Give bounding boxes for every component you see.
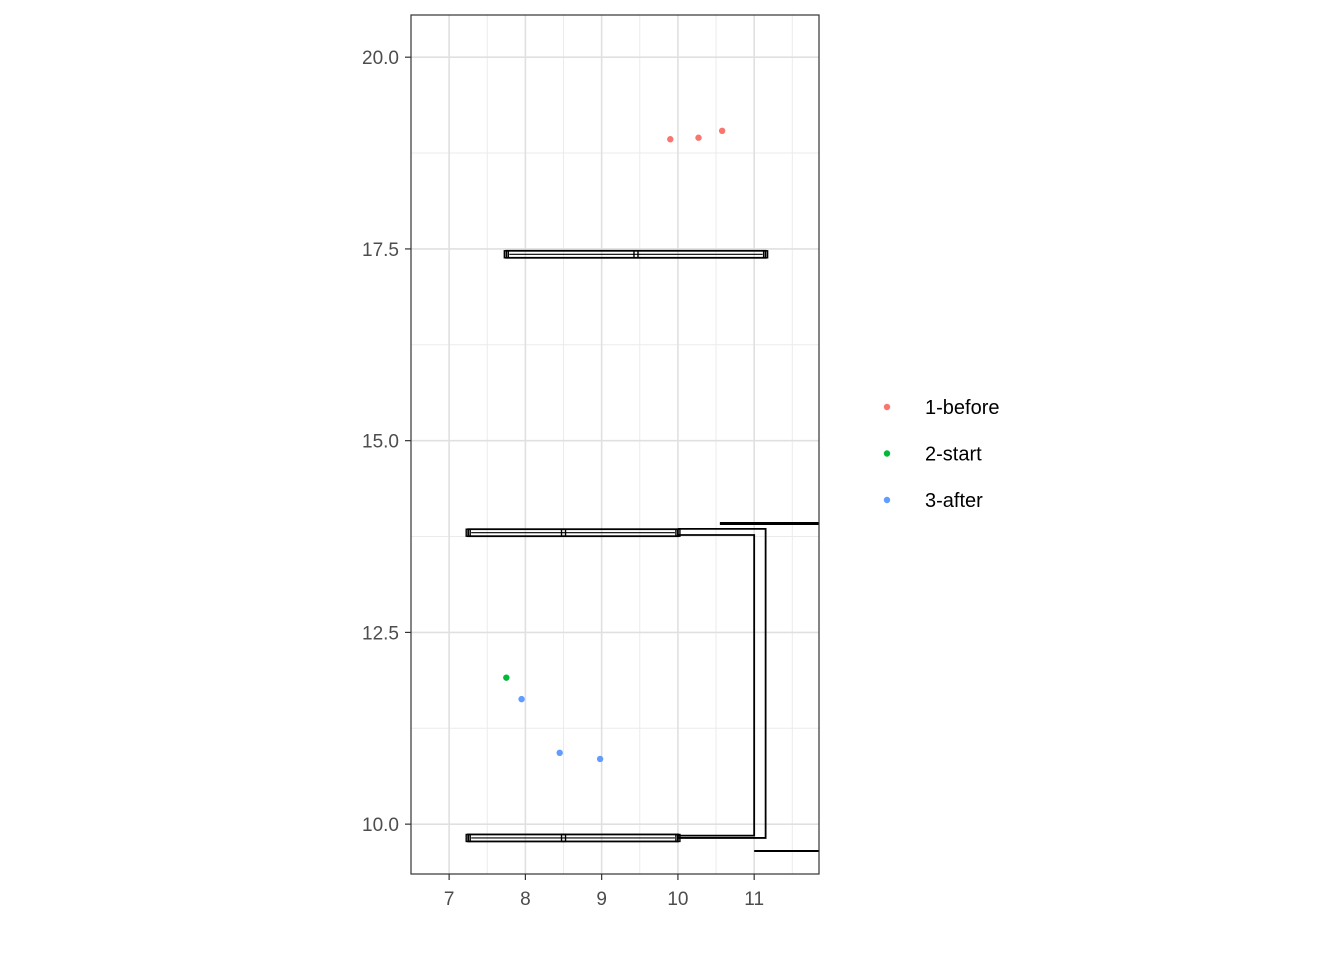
data-point-3-after xyxy=(596,755,604,763)
y-tick-label: 17.5 xyxy=(362,240,399,261)
legend-label-2-start: 2-start xyxy=(925,444,982,466)
legend: 1-before 2-start 3-after xyxy=(883,397,1000,512)
data-point-1-before xyxy=(695,134,702,141)
data-point-3-after xyxy=(518,695,525,703)
outline-joint xyxy=(560,833,567,843)
outline-joint xyxy=(560,528,567,537)
panel-background xyxy=(411,15,819,874)
y-tick-label: 10.0 xyxy=(362,815,399,836)
outline-joint xyxy=(762,250,769,259)
bracket-inner xyxy=(677,534,756,837)
legend-key-3-after xyxy=(883,496,891,504)
x-tick-label: 11 xyxy=(744,889,764,910)
data-point-1-before xyxy=(667,136,674,143)
axes: 7 8 9 10 11 10.0 12.5 15.0 17.5 20.0 xyxy=(362,48,764,910)
data-point-2-start xyxy=(503,674,510,681)
x-tick-label: 8 xyxy=(520,889,531,910)
panel-border xyxy=(410,14,820,875)
y-tick-label: 20.0 xyxy=(362,48,399,69)
bracket-outer xyxy=(677,527,767,839)
data-point-1-before xyxy=(718,127,726,135)
y-tick-label: 12.5 xyxy=(362,623,399,644)
y-tick-label: 15.0 xyxy=(362,432,399,453)
legend-key-1-before xyxy=(883,403,891,411)
data-points xyxy=(503,127,726,763)
outline-joint xyxy=(465,833,471,843)
x-tick-label: 10 xyxy=(667,889,688,910)
minor-gridlines xyxy=(411,15,819,874)
legend-label-3-after: 3-after xyxy=(925,490,983,512)
outline-joint xyxy=(503,250,510,259)
outline-bar xyxy=(467,528,679,538)
outline-shapes xyxy=(465,249,819,852)
data-point-3-after xyxy=(556,749,563,757)
outline-joint xyxy=(633,250,639,259)
legend-key-2-start xyxy=(883,450,891,457)
x-tick-label: 7 xyxy=(444,889,455,910)
x-tick-label: 9 xyxy=(596,889,607,910)
legend-label-1-before: 1-before xyxy=(925,397,1000,419)
outline-joint xyxy=(465,528,471,537)
